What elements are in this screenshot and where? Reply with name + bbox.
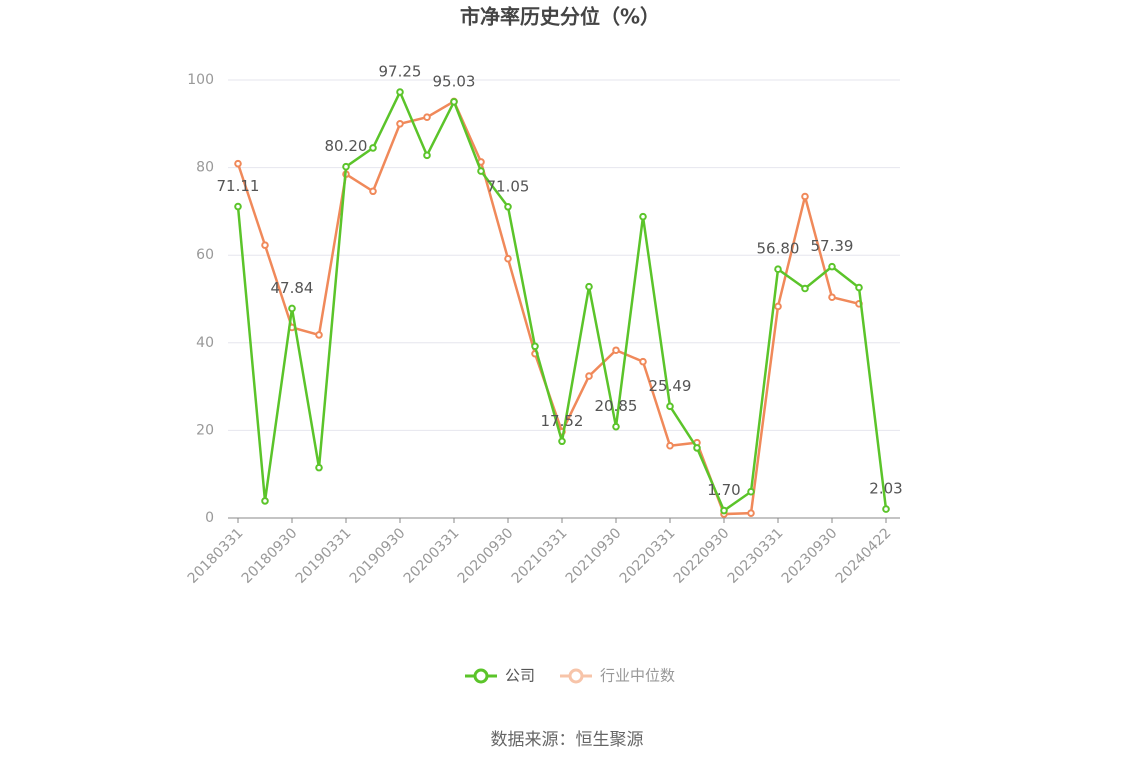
- data-point: [423, 113, 431, 122]
- data-point: [801, 192, 809, 201]
- data-point: [801, 284, 809, 293]
- data-point: [396, 120, 404, 128]
- y-tick-label: 60: [196, 247, 214, 263]
- series-line: [236, 99, 860, 516]
- x-tick-label: 20190930: [347, 525, 409, 587]
- legend-marker: [568, 668, 584, 684]
- data-label: 2.03: [869, 480, 902, 498]
- data-point: [828, 262, 836, 271]
- data-label: 56.80: [757, 240, 800, 258]
- chart-title: 市净率历史分位（%）: [460, 5, 660, 29]
- data-point: [369, 144, 377, 152]
- data-label: 47.84: [271, 279, 314, 297]
- data-point: [882, 505, 890, 513]
- data-point: [666, 402, 674, 411]
- x-tick-label: 20220331: [617, 525, 679, 587]
- data-label: 80.20: [325, 137, 368, 155]
- data-label: 71.05: [487, 177, 530, 195]
- data-point: [639, 212, 647, 221]
- data-point: [261, 497, 269, 505]
- legend-label: 行业中位数: [600, 667, 675, 685]
- x-tick-label: 20200331: [401, 525, 463, 587]
- legend-label: 公司: [505, 667, 535, 685]
- data-point: [531, 342, 539, 351]
- y-tick-label: 0: [205, 510, 214, 526]
- data-point: [234, 159, 242, 168]
- x-tick-label: 20200930: [455, 525, 517, 587]
- data-label: 1.70: [707, 481, 740, 499]
- data-point: [747, 509, 755, 517]
- data-point: [639, 357, 647, 366]
- x-tick-label: 20180331: [185, 525, 247, 587]
- data-label: 17.52: [541, 412, 584, 430]
- data-point: [855, 283, 863, 292]
- x-tick-label: 20230930: [779, 525, 841, 587]
- x-tick-label: 20210930: [563, 525, 625, 587]
- data-point: [720, 506, 728, 515]
- data-label: 57.39: [811, 237, 854, 255]
- data-point: [612, 346, 620, 355]
- data-point: [612, 422, 620, 431]
- x-tick-label: 20230331: [725, 525, 787, 587]
- data-point: [504, 203, 512, 211]
- y-tick-label: 40: [196, 335, 214, 351]
- data-label: 97.25: [379, 63, 422, 81]
- data-point: [693, 444, 701, 452]
- x-tick-label: 20220930: [671, 525, 733, 587]
- data-point: [585, 282, 593, 291]
- data-label: 95.03: [433, 72, 476, 90]
- data-point: [558, 437, 566, 446]
- data-point: [666, 441, 674, 450]
- data-label: 71.11: [217, 177, 260, 195]
- data-point: [396, 88, 404, 96]
- data-point: [423, 151, 431, 160]
- data-point: [828, 293, 836, 302]
- data-point: [315, 463, 323, 472]
- data-point: [450, 97, 458, 106]
- data-label: 25.49: [649, 377, 692, 395]
- legend-item[interactable]: 行业中位数: [560, 667, 675, 685]
- data-label: 20.85: [595, 397, 638, 415]
- y-tick-label: 80: [196, 160, 214, 176]
- legend-item[interactable]: 公司: [465, 667, 535, 685]
- legend-marker: [473, 668, 489, 684]
- x-tick-label: 20240422: [833, 525, 895, 587]
- data-point: [315, 331, 323, 339]
- data-point: [504, 254, 512, 263]
- data-point: [369, 187, 377, 196]
- source-note: 数据来源：恒生聚源: [491, 730, 644, 750]
- data-point: [774, 265, 782, 274]
- y-tick-label: 100: [187, 72, 214, 88]
- data-point: [747, 487, 755, 496]
- data-point: [585, 372, 593, 380]
- data-point: [477, 167, 485, 175]
- x-tick-label: 20210331: [509, 525, 571, 587]
- data-point: [774, 302, 782, 311]
- data-point: [288, 304, 296, 313]
- data-point: [261, 241, 269, 249]
- data-point: [234, 202, 242, 211]
- x-tick-label: 20190331: [293, 525, 355, 587]
- x-tick-label: 20180930: [239, 525, 301, 587]
- y-tick-label: 20: [196, 422, 214, 438]
- data-point: [342, 162, 350, 171]
